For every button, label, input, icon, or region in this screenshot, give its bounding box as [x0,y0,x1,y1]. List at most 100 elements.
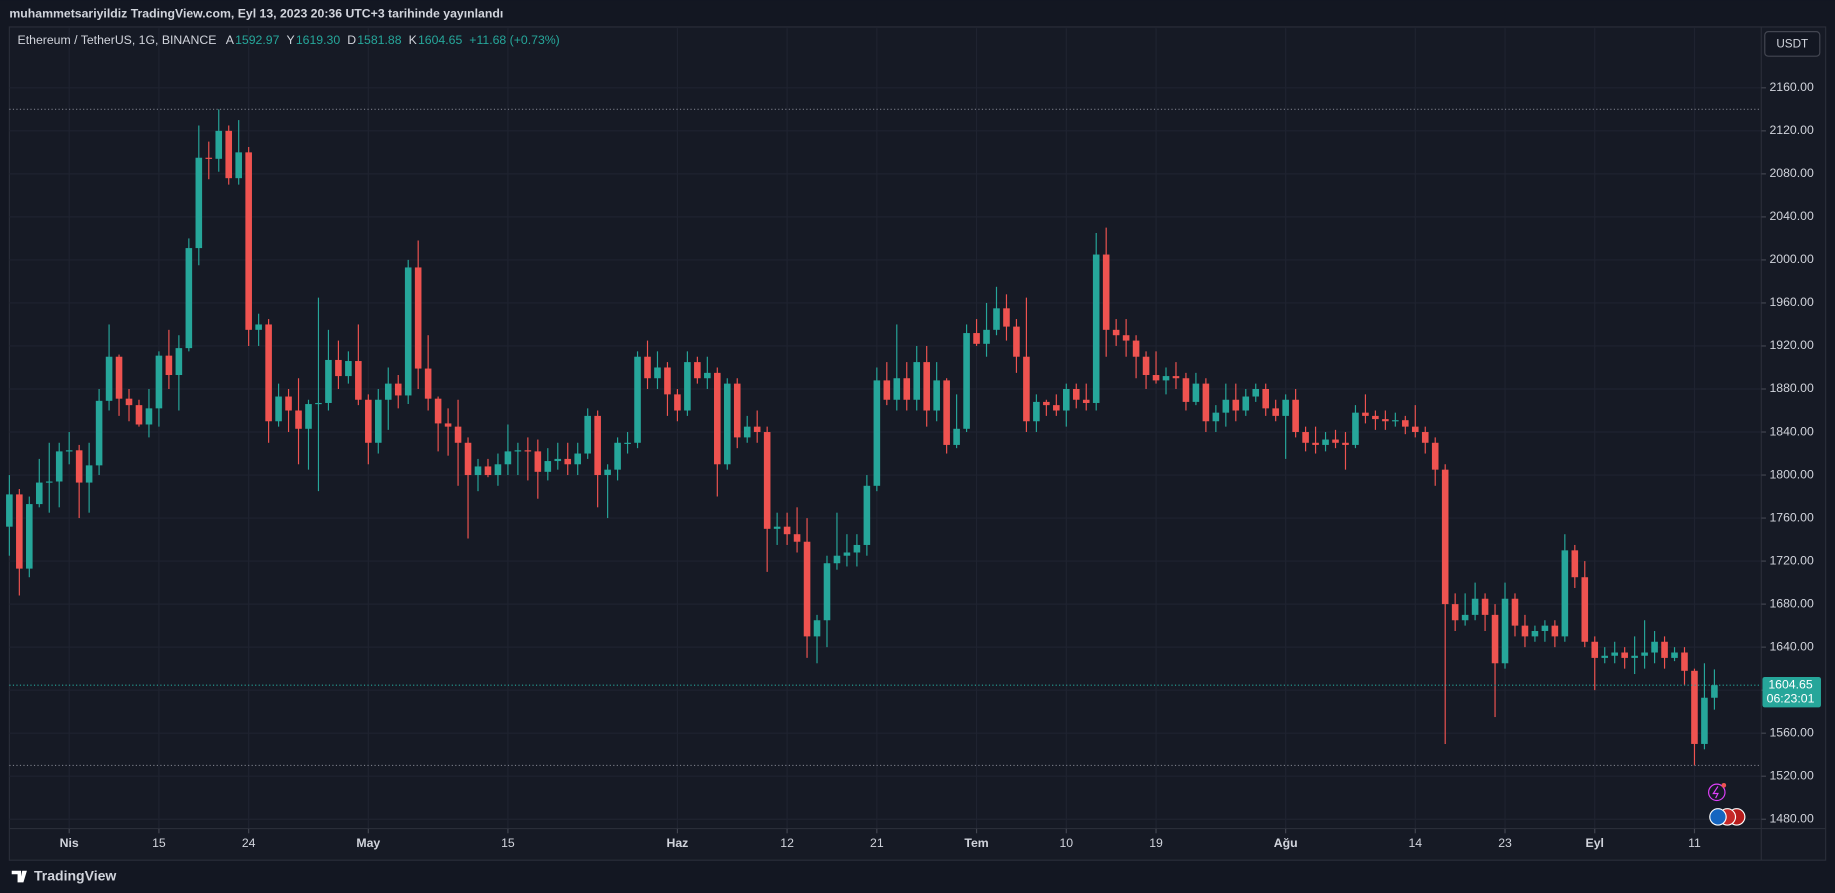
candle-body [893,378,901,400]
candle-body [1471,598,1479,615]
candle-body [1232,399,1240,411]
candle-body [594,415,601,476]
candle-body [1571,550,1579,578]
candle-body [1651,641,1658,653]
candle-body [1501,598,1509,664]
candle-body [813,620,821,637]
candle-body [1162,376,1170,381]
candle-body [1152,375,1160,381]
candle-body [953,428,960,445]
candle-body [863,485,871,545]
candle-body [494,464,502,476]
candle-body [394,383,402,396]
candle-body [1641,652,1648,656]
candle-body [1092,254,1100,403]
candle-body [1421,432,1429,443]
flag-icon[interactable] [1709,808,1727,826]
candle-body [285,396,292,411]
x-tick-label: 24 [242,836,256,850]
publisher-line: muhammetsariyildiz TradingView.com, Eyl … [9,6,503,20]
candle-body [1681,652,1688,671]
candle-body [644,356,651,379]
candle-body [1122,335,1130,341]
candle-body [265,324,272,422]
candle-body [654,367,661,379]
candle-body [1043,401,1050,406]
candle-body [1611,652,1618,656]
candle-body [6,494,13,527]
candle-body [1172,376,1180,379]
candle-body [1322,439,1329,445]
candle-body [1272,408,1279,416]
candle-body [1023,356,1030,422]
legend-value: 1619.30 [296,33,341,47]
candle-body [1701,697,1708,744]
candle-body [235,152,242,179]
legend-prefix: Y [286,33,294,47]
legend-prefix: K [409,33,418,47]
candle-body [1491,614,1499,664]
candle-body [1292,399,1299,433]
candle-body [295,410,302,429]
x-tick-label: 15 [152,836,166,850]
candle-body [474,466,482,476]
candle-body [1511,598,1519,626]
candle-body [135,405,143,425]
candle-body [1591,641,1599,658]
candle-body [165,355,173,376]
candle-body [26,504,33,569]
candle-body [335,359,342,377]
y-tick-label: 1480.00 [1769,811,1814,825]
candle-body [1072,388,1080,400]
candle-body [75,450,83,483]
candle-body [1192,383,1200,402]
candle-body [484,466,492,476]
y-tick-label: 1880.00 [1769,381,1814,395]
x-tick-label: Ağu [1274,836,1298,850]
legend-prefix: D [347,33,356,47]
candle-body [454,426,462,443]
candle-body [414,267,422,369]
candle-body [803,541,811,637]
candle-body [853,544,861,553]
candle-body [843,552,851,556]
x-tick-label: 19 [1149,836,1163,850]
candle-body [374,399,382,443]
x-tick-label: 12 [780,836,794,850]
candle-body [345,361,352,377]
candle-body [1212,412,1220,422]
legend-prefix: A [226,33,235,47]
candle-body [544,461,552,472]
candle-body [16,494,23,569]
candle-body [1481,598,1489,615]
candle-body [1342,442,1349,445]
y-tick-label: 2080.00 [1769,166,1814,180]
candle-body [933,380,940,411]
chart-area [8,26,1827,861]
candle-body [793,534,801,542]
currency-button[interactable] [1764,31,1821,57]
y-tick-label: 1640.00 [1769,639,1814,653]
candle-body [1302,432,1309,443]
candle-body [105,356,113,401]
candle-body [1631,655,1638,658]
candle-body [993,308,1000,330]
candle-body [185,248,193,349]
candle-body [1362,412,1369,416]
y-tick-label: 1960.00 [1769,295,1814,309]
candle-body [1132,340,1140,357]
candle-body [1441,469,1449,605]
legend-value: 1581.88 [357,33,402,47]
last-price-label: 1604.65 [1768,677,1813,691]
candle-body [85,465,93,483]
y-tick-label: 1840.00 [1769,424,1814,438]
x-tick-label: 14 [1408,836,1422,850]
candle-body [1222,399,1230,413]
candle-body [534,451,542,472]
legend: Ethereum / TetherUS, 1G, BINANCE A 1592.97… [18,33,560,47]
candle-body [833,555,841,564]
candle-body [963,333,970,429]
y-tick-label: 1800.00 [1769,467,1814,481]
event-icon[interactable] [1708,783,1726,802]
